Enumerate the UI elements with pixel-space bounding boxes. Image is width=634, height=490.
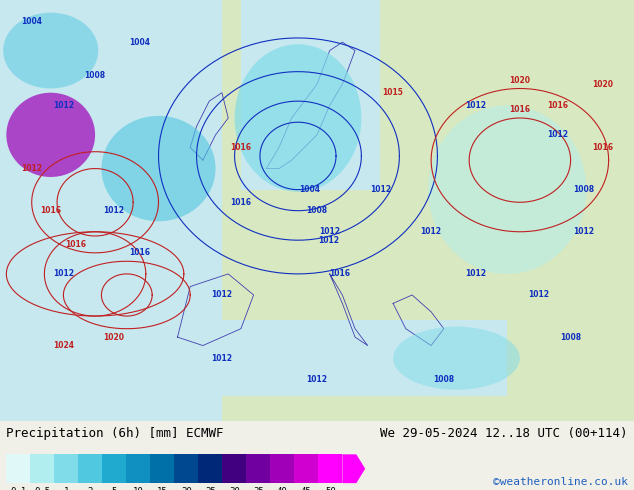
Bar — [126, 454, 150, 483]
Text: 5: 5 — [112, 487, 117, 490]
Text: 1012: 1012 — [319, 227, 340, 236]
Bar — [223, 454, 247, 483]
Bar — [150, 454, 174, 483]
Bar — [174, 454, 198, 483]
Text: 1012: 1012 — [528, 291, 550, 299]
Text: 1: 1 — [63, 487, 69, 490]
Text: Precipitation (6h) [mm] ECMWF: Precipitation (6h) [mm] ECMWF — [6, 427, 224, 440]
Text: 40: 40 — [277, 487, 288, 490]
Text: 1012: 1012 — [306, 375, 328, 384]
Text: 1012: 1012 — [573, 227, 594, 236]
Bar — [222, 320, 507, 396]
Ellipse shape — [235, 44, 361, 192]
Ellipse shape — [393, 327, 520, 390]
Text: 35: 35 — [253, 487, 264, 490]
Text: 1004: 1004 — [21, 17, 42, 25]
Text: 1016: 1016 — [509, 105, 531, 114]
Text: 1012: 1012 — [420, 227, 442, 236]
Bar — [241, 0, 380, 190]
Text: 1008: 1008 — [306, 206, 328, 215]
Text: 1004: 1004 — [129, 38, 150, 47]
Text: 1008: 1008 — [84, 72, 106, 80]
Bar — [198, 454, 223, 483]
Bar — [294, 454, 318, 483]
Text: 1004: 1004 — [299, 185, 320, 194]
Text: 1024: 1024 — [53, 341, 74, 350]
Text: 1012: 1012 — [465, 101, 486, 110]
Text: 30: 30 — [229, 487, 240, 490]
Ellipse shape — [3, 13, 98, 89]
Text: 1012: 1012 — [318, 236, 339, 245]
Bar — [79, 454, 102, 483]
Bar — [247, 454, 270, 483]
Text: 1012: 1012 — [370, 185, 391, 194]
Text: 1016: 1016 — [547, 101, 569, 110]
Text: 15: 15 — [157, 487, 168, 490]
Text: 1020: 1020 — [509, 75, 531, 85]
Text: ©weatheronline.co.uk: ©weatheronline.co.uk — [493, 477, 628, 487]
Text: 2: 2 — [87, 487, 93, 490]
Text: 1016: 1016 — [230, 143, 252, 152]
Text: 1012: 1012 — [547, 130, 569, 139]
Text: 45: 45 — [301, 487, 312, 490]
Text: We 29-05-2024 12..18 UTC (00+114): We 29-05-2024 12..18 UTC (00+114) — [380, 427, 628, 440]
Text: 1012: 1012 — [53, 101, 74, 110]
Text: 1012: 1012 — [465, 270, 486, 278]
Text: 1012: 1012 — [21, 164, 42, 173]
Ellipse shape — [428, 105, 586, 274]
Text: 1012: 1012 — [53, 270, 74, 278]
Text: 1012: 1012 — [211, 291, 233, 299]
Text: 20: 20 — [181, 487, 191, 490]
Text: 25: 25 — [205, 487, 216, 490]
Text: 1015: 1015 — [383, 88, 403, 97]
Bar — [0, 0, 222, 421]
Text: 1016: 1016 — [129, 248, 150, 257]
Text: 1016: 1016 — [329, 270, 351, 278]
Text: 50: 50 — [325, 487, 336, 490]
Text: 1008: 1008 — [433, 375, 455, 384]
Text: 1012: 1012 — [211, 354, 233, 363]
Text: 0.1: 0.1 — [10, 487, 27, 490]
Text: 1016: 1016 — [230, 198, 252, 207]
Text: 0.5: 0.5 — [34, 487, 51, 490]
Text: 1016: 1016 — [40, 206, 61, 215]
Bar — [102, 454, 126, 483]
Text: 1016: 1016 — [592, 143, 613, 152]
Text: 1008: 1008 — [573, 185, 594, 194]
Ellipse shape — [6, 93, 95, 177]
Text: 1016: 1016 — [65, 240, 87, 249]
Bar — [178, 0, 634, 421]
FancyArrow shape — [342, 454, 365, 483]
Bar — [6, 454, 30, 483]
Bar — [30, 454, 55, 483]
Text: 1012: 1012 — [103, 206, 125, 215]
Text: 1020: 1020 — [592, 80, 613, 89]
Ellipse shape — [101, 116, 216, 221]
Text: 1008: 1008 — [560, 333, 581, 342]
Bar — [270, 454, 294, 483]
Text: 10: 10 — [133, 487, 144, 490]
Bar — [55, 454, 79, 483]
Bar — [318, 454, 342, 483]
Text: 1020: 1020 — [103, 333, 125, 342]
